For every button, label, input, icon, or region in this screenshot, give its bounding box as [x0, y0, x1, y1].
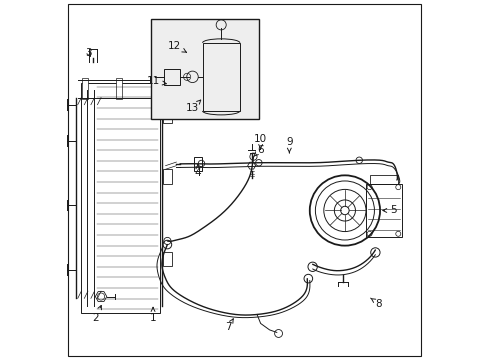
- Bar: [163, 252, 171, 266]
- Bar: [365, 184, 401, 237]
- Bar: [82, 78, 88, 99]
- Text: 13: 13: [185, 100, 201, 113]
- Bar: [193, 157, 202, 171]
- Bar: [202, 43, 239, 111]
- Bar: [151, 19, 258, 119]
- Text: 1: 1: [149, 307, 156, 323]
- Text: 3: 3: [85, 48, 92, 58]
- Bar: [369, 175, 397, 184]
- Bar: [157, 78, 163, 99]
- Text: 11: 11: [146, 76, 166, 86]
- Text: 12: 12: [167, 41, 186, 52]
- Bar: [163, 108, 171, 123]
- Text: 6: 6: [254, 144, 264, 156]
- Text: 4: 4: [194, 165, 201, 178]
- Text: 10: 10: [254, 134, 266, 149]
- Text: 9: 9: [285, 138, 292, 153]
- Bar: [81, 83, 160, 313]
- Bar: [163, 69, 180, 85]
- Text: 7: 7: [224, 319, 233, 332]
- Text: 2: 2: [92, 306, 102, 323]
- Bar: [116, 78, 122, 99]
- Bar: [163, 169, 171, 184]
- Text: 5: 5: [382, 206, 396, 216]
- Text: 8: 8: [370, 298, 382, 309]
